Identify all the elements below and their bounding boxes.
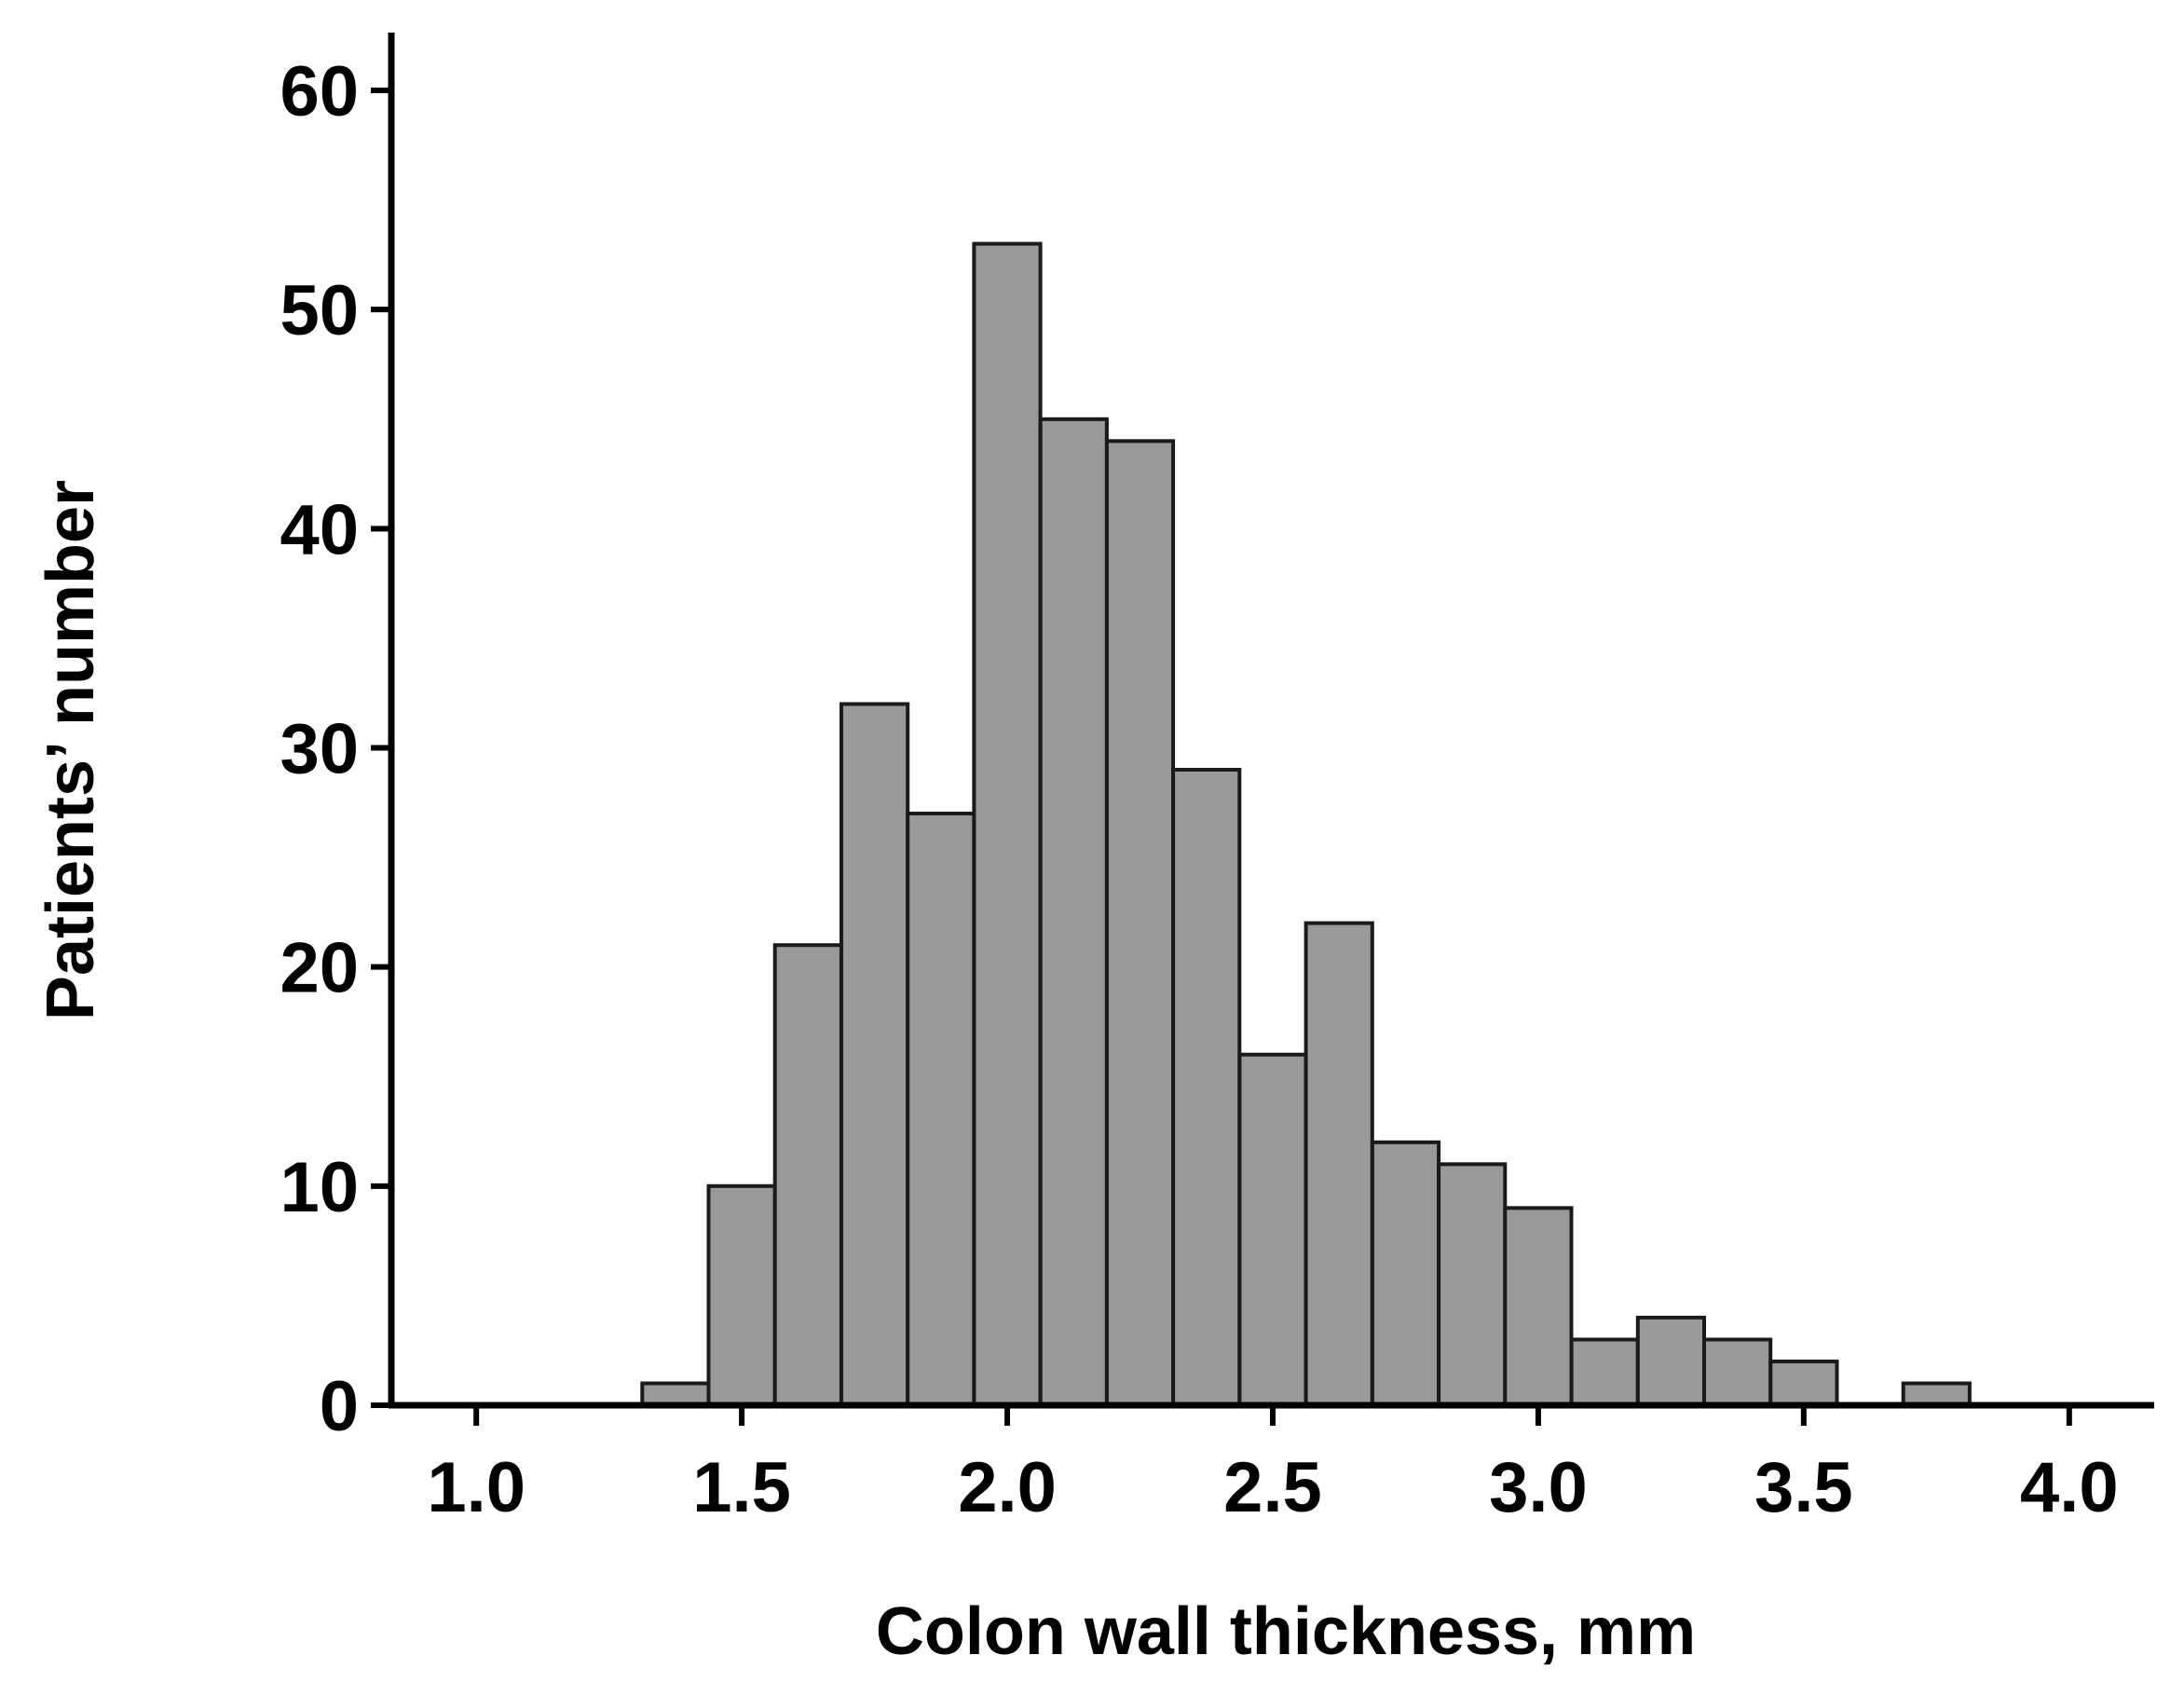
x-tick-label: 1.5 — [692, 1448, 791, 1527]
histogram-bar — [906, 812, 976, 1407]
histogram-bar — [1635, 1315, 1707, 1408]
histogram-bar — [1237, 1052, 1308, 1407]
y-tick-label: 10 — [280, 1148, 359, 1227]
x-ticks-group: 1.0 1.5 2.0 2.5 3.0 3.5 4.0 — [427, 1405, 2119, 1527]
y-tick-label: 0 — [320, 1367, 359, 1446]
y-tick-label: 20 — [280, 929, 359, 1008]
histogram-bar — [1437, 1162, 1508, 1408]
histogram-bar — [1702, 1337, 1773, 1407]
histogram-bar — [1569, 1337, 1640, 1407]
histogram-bar — [839, 702, 910, 1407]
y-axis-title: Patients’ number — [34, 480, 108, 1020]
histogram-bar — [1768, 1360, 1839, 1407]
x-tick-label: 4.0 — [2020, 1448, 2119, 1527]
x-axis-title: Colon wall thickness, mm — [876, 1594, 1696, 1669]
histogram-bar — [706, 1183, 777, 1408]
x-tick-label: 3.0 — [1489, 1448, 1588, 1527]
x-tick-label: 2.0 — [958, 1448, 1057, 1527]
x-tick-label: 2.5 — [1223, 1448, 1322, 1527]
histogram-bar — [772, 943, 843, 1407]
histogram-bar — [1104, 439, 1176, 1407]
histogram-bar — [1171, 768, 1242, 1407]
histogram-bar — [640, 1381, 711, 1407]
histogram-bar — [1901, 1381, 1972, 1407]
histogram-bar — [1304, 921, 1374, 1407]
y-tick-label: 30 — [280, 710, 359, 789]
histogram-bar — [1503, 1206, 1574, 1408]
y-tick-label: 60 — [280, 52, 359, 131]
x-tick-label: 1.0 — [427, 1448, 526, 1527]
y-ticks-group: 0 10 20 30 40 50 60 — [280, 52, 391, 1446]
bars-group — [640, 241, 1972, 1408]
histogram-bar — [1370, 1140, 1441, 1408]
y-tick-label: 40 — [280, 490, 359, 569]
histogram-bar — [1038, 417, 1109, 1408]
x-tick-label: 3.5 — [1754, 1448, 1853, 1527]
histogram-bar — [972, 241, 1043, 1408]
y-tick-label: 50 — [280, 271, 359, 350]
